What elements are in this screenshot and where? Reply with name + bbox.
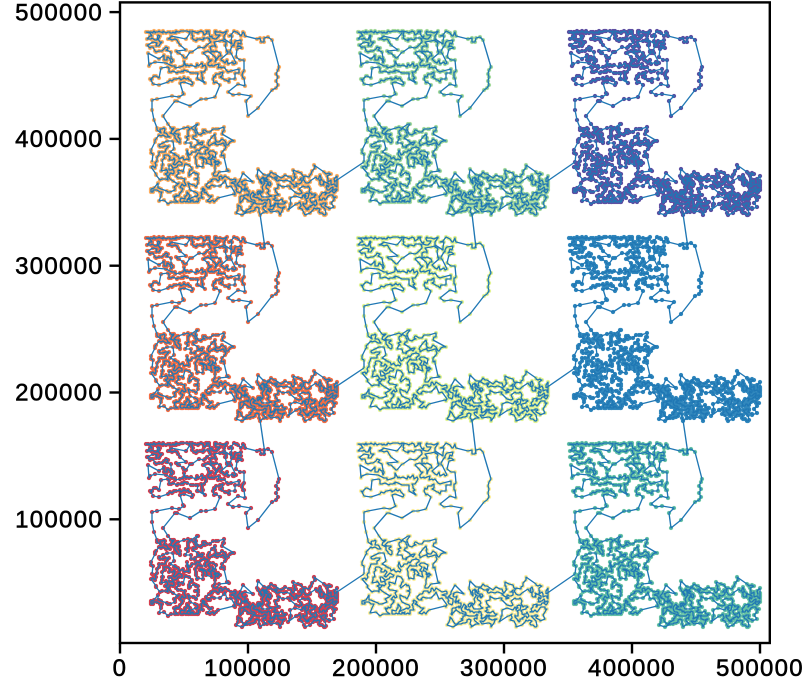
svg-text:200000: 200000 (332, 655, 420, 678)
svg-text:500000: 500000 (15, 0, 103, 26)
svg-text:200000: 200000 (15, 380, 103, 407)
svg-text:100000: 100000 (15, 507, 103, 534)
svg-text:500000: 500000 (716, 655, 804, 678)
svg-text:400000: 400000 (15, 126, 103, 153)
svg-text:300000: 300000 (15, 253, 103, 280)
svg-text:100000: 100000 (204, 655, 292, 678)
svg-text:400000: 400000 (588, 655, 676, 678)
svg-text:300000: 300000 (460, 655, 548, 678)
svg-text:0: 0 (113, 655, 128, 678)
